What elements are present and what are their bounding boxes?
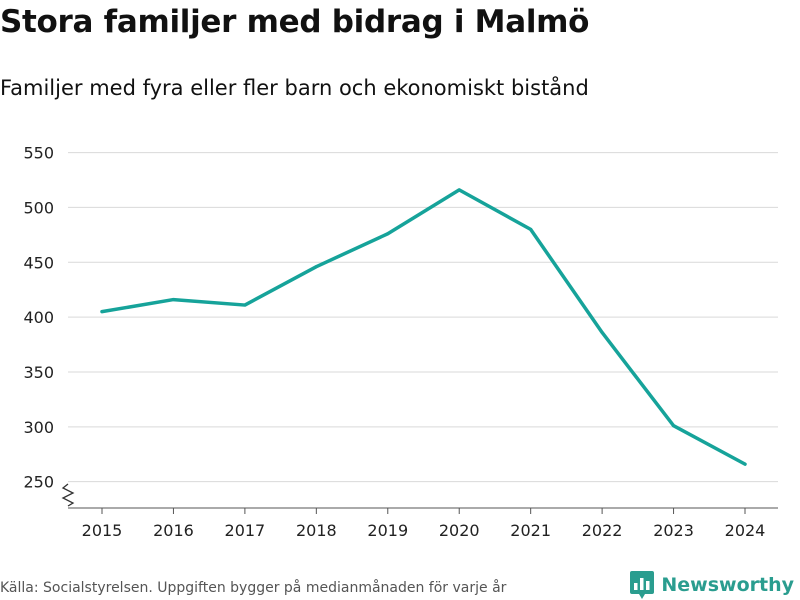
data-point-2019 [386,232,390,236]
series-layer [100,188,747,466]
data-point-2016 [171,298,175,302]
newsworthy-logo-icon [630,571,655,599]
x-axis: 2015 2016 2017 2018 2019 2020 2021 2022 2023 2024 [68,507,778,540]
y-tick-label-400: 400 [23,308,54,327]
data-point-2018 [314,265,318,269]
data-point-2024 [743,462,747,466]
data-point-2017 [243,303,247,307]
x-tick-label-2019: 2019 [367,521,408,540]
x-tick-label-2017: 2017 [225,521,266,540]
source-note: Källa: Socialstyrelsen. Uppgiften bygger… [0,580,507,596]
y-tick-label-500: 500 [23,198,54,217]
data-point-2022 [600,330,604,334]
data-point-2021 [529,227,533,231]
y-tick-label-300: 300 [23,418,54,437]
y-axis-tick-labels: 250 300 350 400 450 500 550 [23,144,54,492]
x-tick-label-2024: 2024 [725,521,766,540]
x-tick-label-2022: 2022 [582,521,623,540]
x-tick-label-2021: 2021 [510,521,551,540]
x-tick-label-2016: 2016 [153,521,194,540]
data-point-2020 [457,188,461,192]
series-line-0 [100,188,747,466]
y-tick-label-250: 250 [23,473,54,492]
y-axis-break-mark [61,483,75,507]
data-point-2015 [100,310,104,314]
x-tick-label-2018: 2018 [296,521,337,540]
x-tick-label-2015: 2015 [82,521,123,540]
brand[interactable]: Newsworthy [629,570,794,600]
y-tick-label-350: 350 [23,363,54,382]
chart-subtitle: Familjer med fyra eller fler barn och ek… [0,76,589,100]
brand-name: Newsworthy [661,574,794,596]
chart-title: Stora familjer med bidrag i Malmö [0,4,590,40]
x-tick-label-2020: 2020 [439,521,480,540]
y-tick-label-550: 550 [23,144,54,163]
x-tick-label-2023: 2023 [653,521,694,540]
gridlines [68,152,778,483]
data-point-2023 [672,424,676,428]
axis-break-zigzag [61,483,75,507]
y-tick-label-450: 450 [23,253,54,272]
